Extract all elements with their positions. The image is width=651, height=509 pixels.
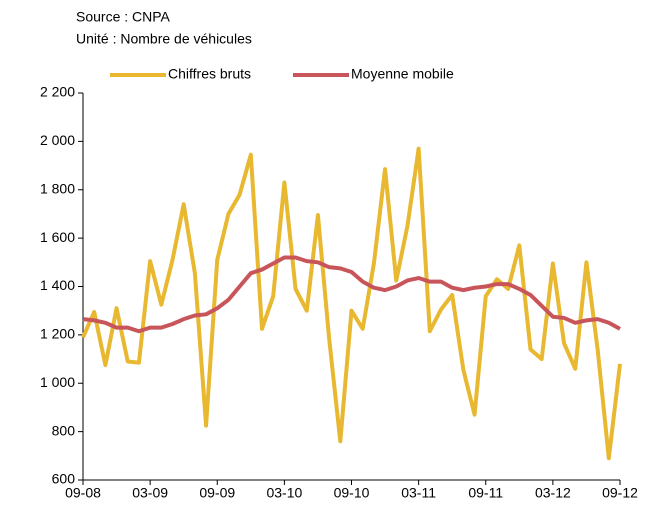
y-tick-label: 2 200: [40, 84, 75, 100]
source: Source : CNPA: [76, 9, 171, 25]
x-tick-label: 03-09: [132, 485, 168, 501]
y-tick-label: 1 400: [40, 277, 75, 293]
y-tick-label: 800: [52, 422, 76, 438]
y-tick-label: 1 200: [40, 326, 75, 342]
x-tick-label: 03-12: [535, 485, 571, 501]
x-tick-label: 09-12: [602, 485, 638, 501]
unit: Unité : Nombre de véhicules: [76, 31, 252, 47]
y-tick-label: 1 800: [40, 180, 75, 196]
x-tick-label: 09-11: [468, 485, 503, 501]
y-tick-label: 2 000: [40, 132, 75, 148]
x-tick-label: 09-10: [334, 485, 370, 501]
x-tick-label: 03-11: [401, 485, 436, 501]
y-tick-label: 1 600: [40, 229, 75, 245]
legend-label: Chiffres bruts: [168, 66, 251, 82]
y-tick-label: 600: [52, 471, 76, 487]
x-tick-label: 09-08: [65, 485, 101, 501]
legend-label: Moyenne mobile: [351, 66, 454, 82]
x-tick-label: 09-09: [199, 485, 235, 501]
y-tick-label: 1 000: [40, 374, 75, 390]
x-tick-label: 03-10: [266, 485, 302, 501]
series-line: [82, 255, 621, 334]
series-line: [81, 146, 622, 461]
